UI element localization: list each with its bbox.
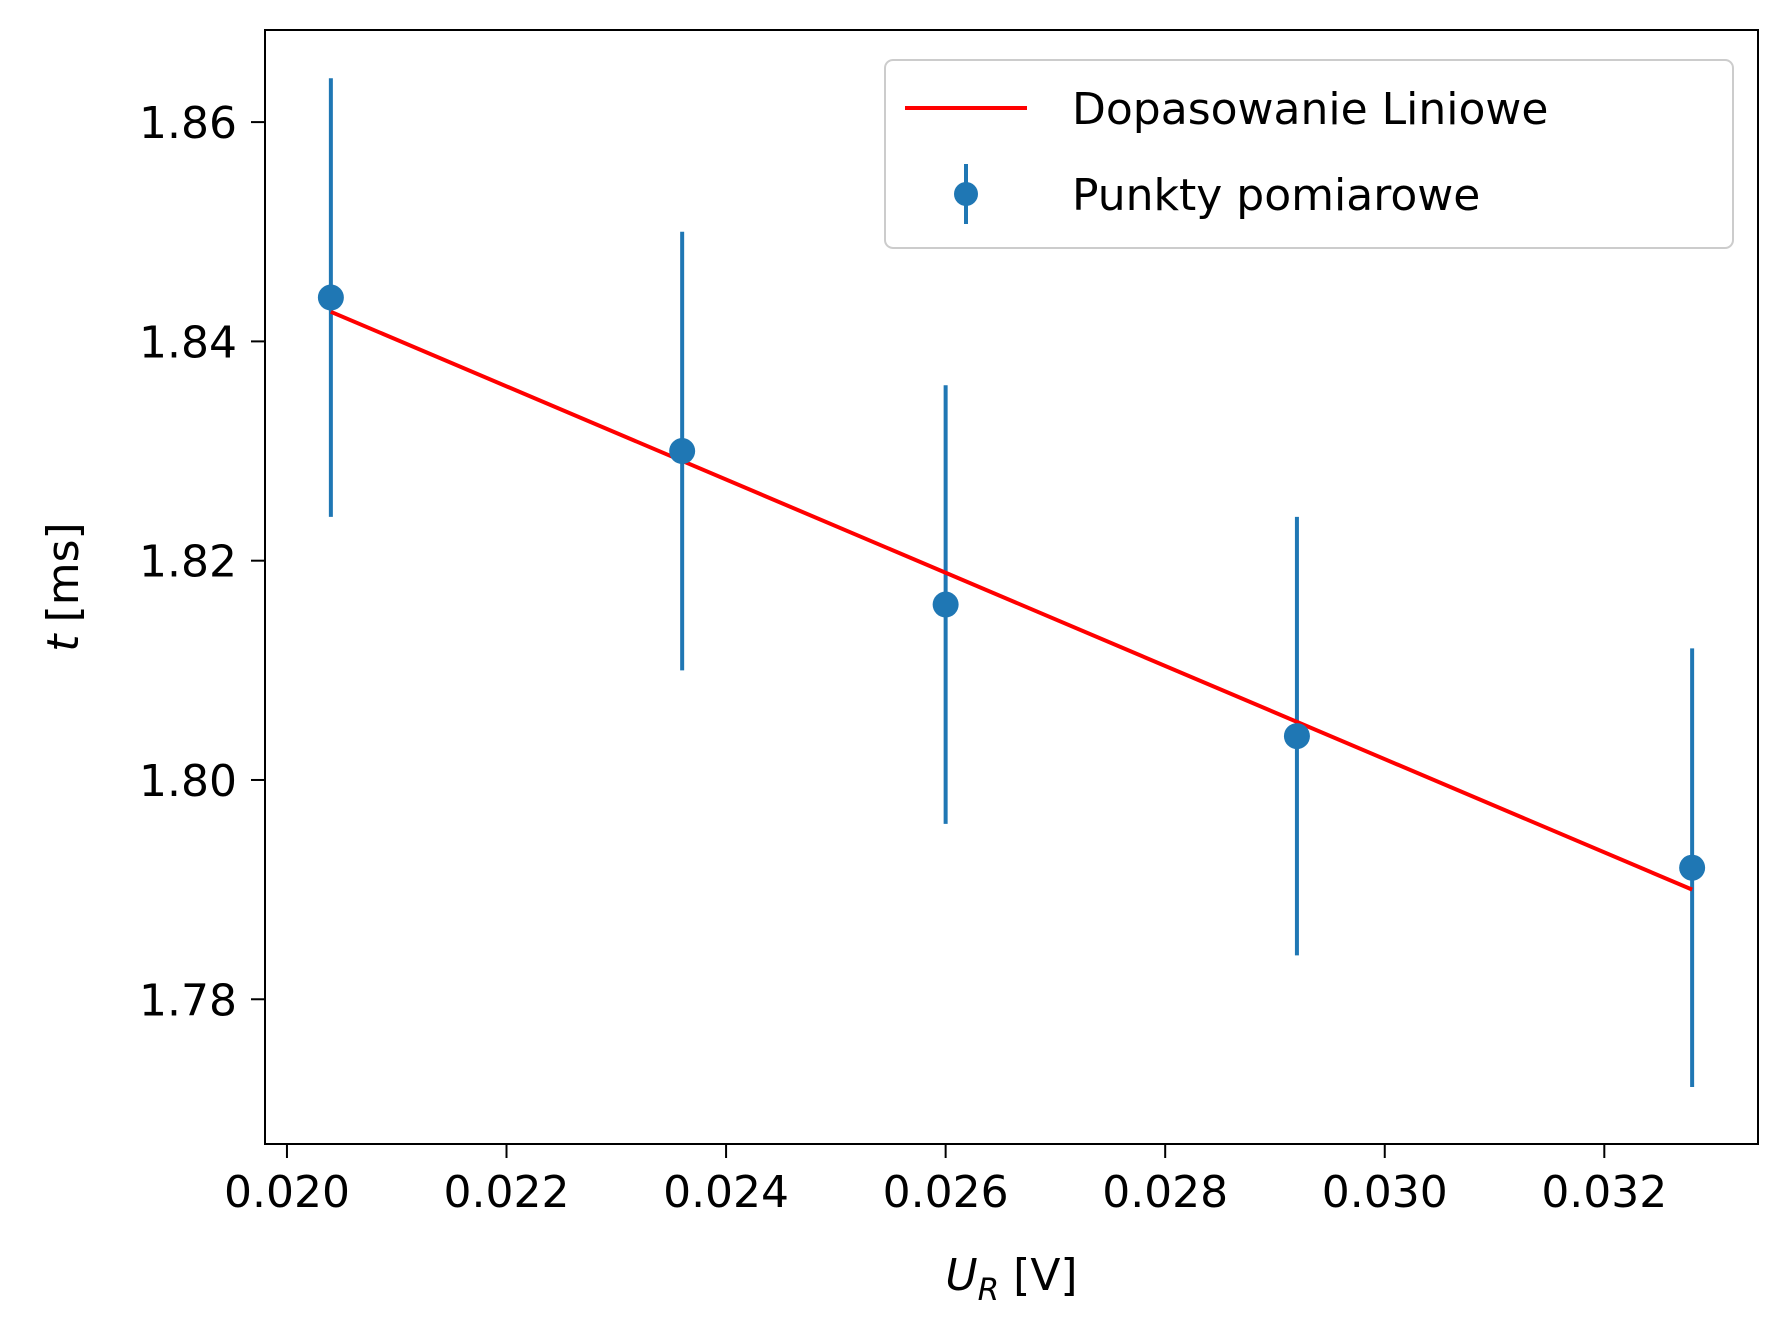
x-tick-label: 0.022 <box>444 1167 570 1218</box>
y-tick-label: 1.86 <box>139 98 237 149</box>
plot-frame <box>264 29 1759 1145</box>
y-axis-label-unit: [ms] <box>38 522 89 622</box>
x-tick-label: 0.020 <box>224 1167 350 1218</box>
plot-area <box>317 78 1706 1087</box>
data-point <box>317 284 344 311</box>
data-point <box>1679 854 1706 881</box>
x-axis: 0.020 0.022 0.024 0.026 0.028 0.030 0.032 <box>224 1144 1667 1218</box>
x-axis-label-subscript: R <box>978 1272 1000 1308</box>
data-point <box>669 438 696 465</box>
legend-label-points: Punkty pomiarowe <box>1072 170 1480 221</box>
y-axis: 1.78 1.80 1.82 1.84 1.86 <box>139 98 265 1026</box>
x-tick-label: 0.030 <box>1322 1167 1448 1218</box>
fit-line <box>330 309 1693 892</box>
y-tick-label: 1.80 <box>139 756 237 807</box>
legend-label-fit: Dopasowanie Liniowe <box>1072 84 1548 135</box>
legend-box <box>884 59 1734 249</box>
x-tick-label: 0.026 <box>883 1167 1009 1218</box>
y-tick-label: 1.84 <box>139 317 237 368</box>
x-axis-label-symbol: U <box>945 1250 977 1301</box>
legend: Dopasowanie Liniowe Punkty pomiarowe <box>884 59 1734 249</box>
y-tick-label: 1.82 <box>139 537 237 588</box>
x-axis-label-unit: [V] <box>1013 1250 1077 1301</box>
y-axis-label: t [ms] <box>38 522 89 651</box>
y-axis-label-symbol: t <box>38 633 89 652</box>
x-axis-label: UR [V] <box>945 1250 1077 1308</box>
y-tick-label: 1.78 <box>139 975 237 1026</box>
x-tick-label: 0.032 <box>1541 1167 1667 1218</box>
data-point <box>932 591 959 618</box>
legend-marker-swatch <box>954 182 978 206</box>
x-tick-label: 0.028 <box>1102 1167 1228 1218</box>
data-point <box>1283 723 1310 750</box>
x-tick-label: 0.024 <box>663 1167 789 1218</box>
